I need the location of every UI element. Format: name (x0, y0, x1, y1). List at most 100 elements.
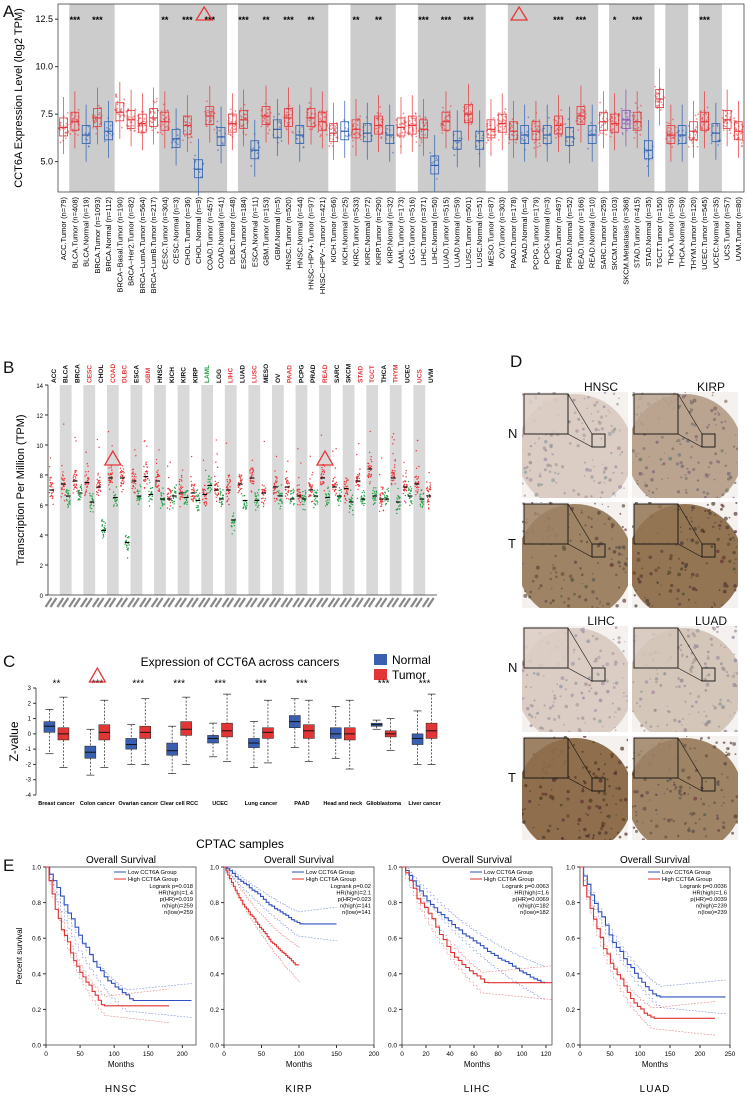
tumor-point (72, 477, 75, 479)
data-point (143, 117, 146, 120)
cell-texture (642, 822, 644, 824)
tumor-point (72, 475, 75, 477)
cell-texture (549, 445, 553, 449)
tumor-point (404, 494, 407, 497)
normal-point (90, 507, 93, 510)
x-tick-label: 150 (331, 1051, 342, 1058)
x-tick-label: 40 (446, 1051, 454, 1058)
tumor-point (166, 465, 169, 467)
normal-point (184, 494, 186, 496)
data-point (346, 135, 349, 138)
data-point (229, 108, 232, 111)
cell-texture (716, 496, 719, 498)
data-point (159, 131, 162, 134)
cell-texture (626, 558, 628, 560)
normal-point (78, 494, 81, 496)
tumor-point (393, 473, 396, 476)
x-tick-label: PCPG.Normal (n=3) (543, 197, 552, 265)
tumor-point (415, 493, 417, 496)
cell-texture (610, 523, 615, 527)
tumor-point (309, 483, 311, 486)
normal-point (385, 502, 388, 505)
tumor-point (192, 495, 194, 497)
normal-point (65, 491, 68, 494)
tumor-point (427, 490, 430, 493)
tumor-point (368, 462, 370, 465)
cell-texture (522, 393, 524, 396)
tumor-point (132, 468, 135, 470)
tumor-point (63, 478, 66, 480)
cell-texture (548, 824, 552, 828)
normal-point (113, 494, 116, 497)
sample-label-mark (150, 597, 159, 608)
cell-texture (640, 690, 643, 693)
tumor-point (216, 483, 218, 485)
tumor-point (390, 472, 393, 474)
zoom-connector (567, 543, 593, 558)
cell-texture (704, 780, 707, 783)
cell-texture (659, 457, 663, 461)
normal-point (160, 495, 163, 497)
tumor-point (193, 485, 196, 487)
tumor-point (273, 493, 275, 495)
tumor-point (74, 469, 76, 472)
cell-texture (566, 797, 570, 801)
normal-point (92, 511, 94, 513)
sample-label-mark (292, 597, 300, 608)
cell-texture (613, 836, 615, 838)
cell-texture (703, 813, 707, 817)
tumor-point (273, 482, 275, 485)
box (221, 722, 233, 738)
tumor-point (226, 478, 228, 481)
x-tick-label: PAAD.Tumor (n=178) (509, 196, 518, 268)
data-point (320, 134, 322, 137)
tumor-point (300, 494, 302, 496)
tumor-point (406, 485, 408, 487)
data-point (244, 117, 246, 120)
tumor-point (182, 496, 184, 499)
normal-point (383, 494, 386, 496)
cell-texture (650, 819, 653, 822)
normal-point (220, 505, 223, 507)
tumor-point (346, 485, 349, 488)
data-point (109, 132, 111, 135)
normal-point (139, 486, 142, 488)
tumor-point (157, 469, 159, 471)
tumor-point (87, 465, 89, 467)
zoom-inset (633, 627, 679, 669)
tumor-point (202, 490, 205, 492)
cell-texture (555, 575, 558, 579)
ihc-image (632, 392, 738, 498)
shade-band (271, 4, 284, 192)
cell-texture (548, 794, 553, 799)
data-point (71, 113, 73, 116)
stat-label: n(high)=259 (162, 904, 193, 910)
tumor-point (251, 479, 253, 482)
data-point (465, 107, 468, 110)
data-point (311, 126, 314, 129)
tumor-point (107, 473, 110, 475)
cell-texture (623, 562, 628, 566)
data-point (600, 112, 603, 115)
cell-texture (707, 673, 711, 677)
tumor-point (309, 485, 312, 487)
normal-point (209, 487, 211, 489)
data-point (735, 128, 737, 131)
shade-band (451, 4, 464, 192)
data-point (590, 121, 593, 124)
data-point (634, 102, 637, 104)
tumor-point (75, 486, 77, 489)
cell-texture (678, 394, 681, 396)
normal-point (218, 501, 221, 504)
data-point (604, 122, 607, 125)
cell-texture (617, 560, 621, 565)
tumor-point (297, 490, 299, 492)
normal-point (398, 508, 401, 510)
cancer-label: BRCA (74, 364, 81, 383)
tumor-point (131, 481, 133, 484)
cell-texture (582, 696, 585, 700)
cell-texture (551, 599, 555, 603)
normal-point (387, 490, 390, 492)
data-point (694, 134, 697, 136)
y-tick-label: 12 (36, 414, 43, 420)
